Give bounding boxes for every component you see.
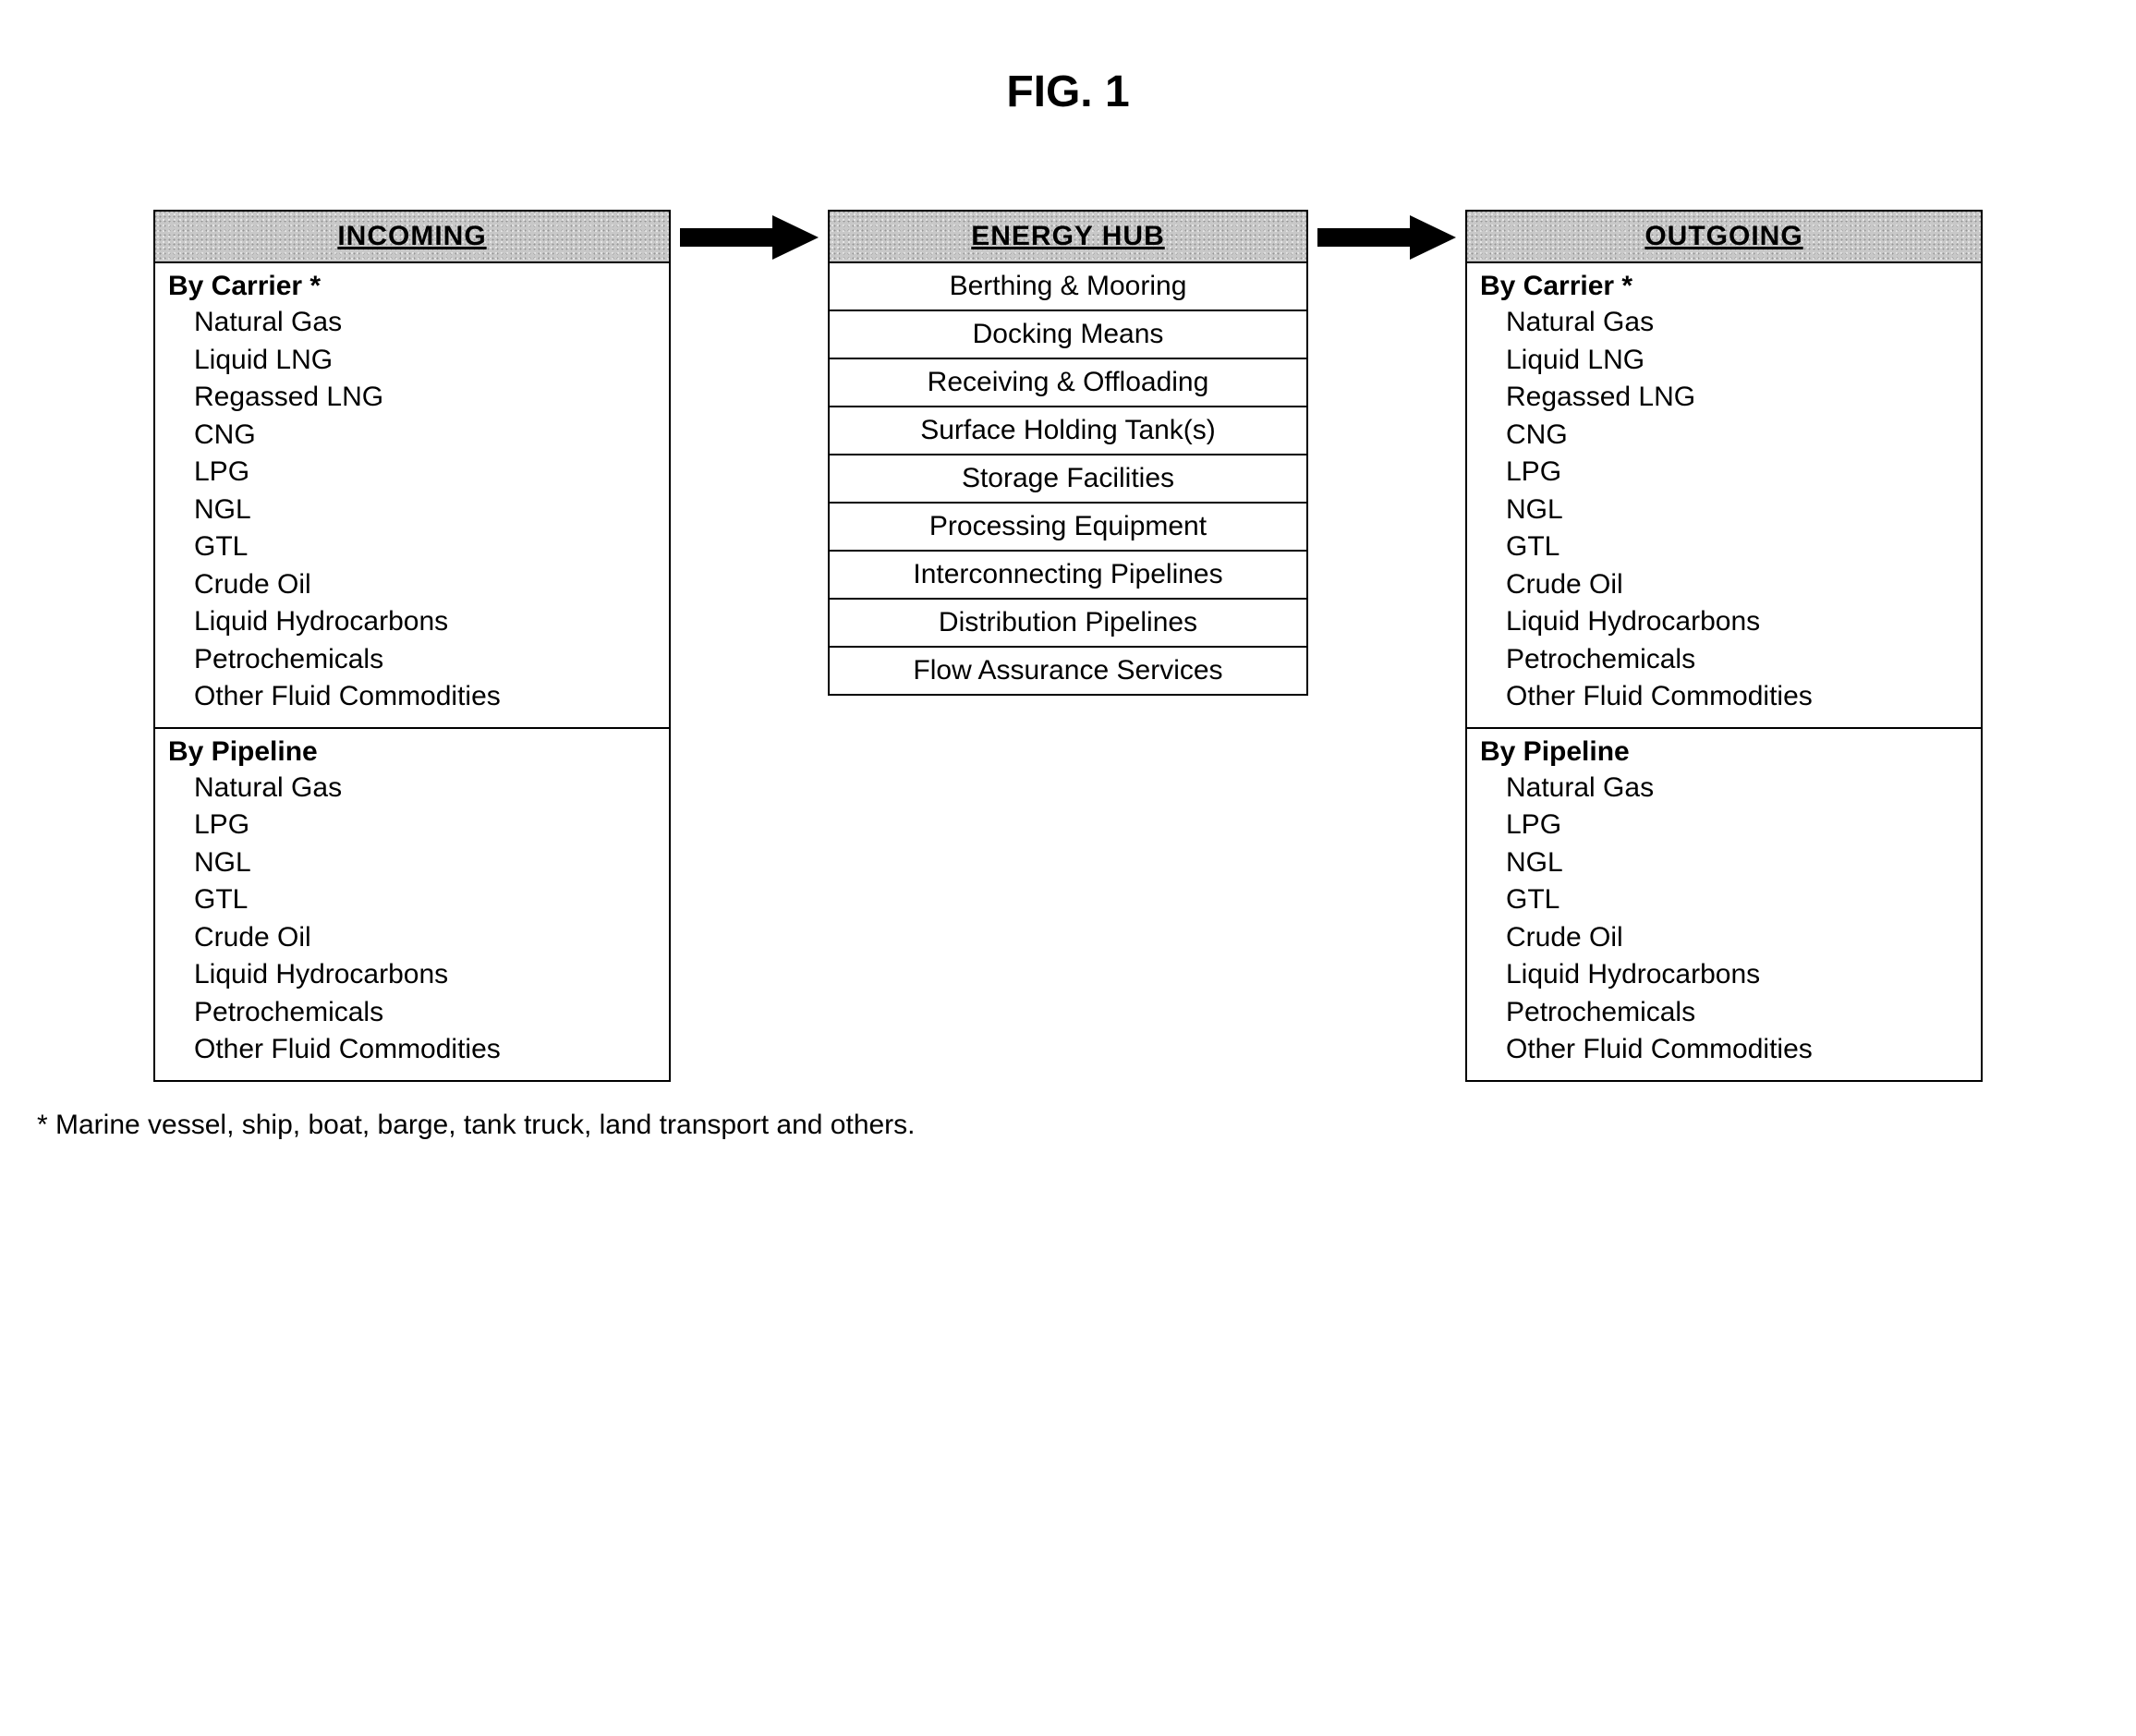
list-item: Liquid Hydrocarbons [194, 603, 656, 641]
list-item: Petrochemicals [194, 994, 656, 1032]
incoming-section: By Carrier *Natural GasLiquid LNGRegasse… [155, 263, 669, 727]
list-item: LPG [1506, 454, 1968, 492]
hub-cell: Berthing & Mooring [830, 263, 1306, 310]
list-item: Liquid Hydrocarbons [194, 956, 656, 994]
list-item: Liquid Hydrocarbons [1506, 603, 1968, 641]
list-item: GTL [194, 881, 656, 919]
hub-header: ENERGY HUB [830, 212, 1306, 263]
figure-title: FIG. 1 [28, 67, 2108, 117]
list-item: NGL [1506, 844, 1968, 882]
list-item: GTL [1506, 528, 1968, 566]
hub-cell: Distribution Pipelines [830, 598, 1306, 646]
arrow-hub-to-outgoing [1308, 210, 1465, 260]
outgoing-item-list: Natural GasLiquid LNGRegassed LNGCNGLPGN… [1480, 304, 1968, 716]
list-item: Natural Gas [1506, 304, 1968, 342]
list-item: Natural Gas [194, 304, 656, 342]
list-item: NGL [194, 492, 656, 529]
list-item: Other Fluid Commodities [194, 1031, 656, 1069]
hub-panel: ENERGY HUB Berthing & MooringDocking Mea… [828, 210, 1308, 696]
incoming-section-title: By Carrier * [168, 271, 656, 302]
list-item: Other Fluid Commodities [1506, 678, 1968, 716]
outgoing-body: By Carrier *Natural GasLiquid LNGRegasse… [1467, 263, 1981, 1080]
arrow-right-icon [680, 215, 819, 260]
list-item: Liquid LNG [1506, 342, 1968, 380]
outgoing-item-list: Natural GasLPGNGLGTLCrude OilLiquid Hydr… [1480, 770, 1968, 1069]
list-item: Liquid Hydrocarbons [1506, 956, 1968, 994]
list-item: GTL [1506, 881, 1968, 919]
hub-cell: Storage Facilities [830, 454, 1306, 502]
incoming-section-title: By Pipeline [168, 736, 656, 768]
hub-body: Berthing & MooringDocking MeansReceiving… [830, 263, 1306, 694]
list-item: Regassed LNG [194, 379, 656, 417]
outgoing-section-title: By Pipeline [1480, 736, 1968, 768]
hub-cell: Docking Means [830, 310, 1306, 358]
incoming-header: INCOMING [155, 212, 669, 263]
list-item: Natural Gas [1506, 770, 1968, 807]
list-item: LPG [194, 807, 656, 844]
outgoing-header: OUTGOING [1467, 212, 1981, 263]
outgoing-panel: OUTGOING By Carrier *Natural GasLiquid L… [1465, 210, 1983, 1082]
list-item: LPG [1506, 807, 1968, 844]
incoming-section: By PipelineNatural GasLPGNGLGTLCrude Oil… [155, 727, 669, 1080]
list-item: LPG [194, 454, 656, 492]
list-item: NGL [1506, 492, 1968, 529]
hub-cell: Surface Holding Tank(s) [830, 406, 1306, 454]
outgoing-section: By Carrier *Natural GasLiquid LNGRegasse… [1467, 263, 1981, 727]
diagram-row: INCOMING By Carrier *Natural GasLiquid L… [28, 210, 2108, 1082]
list-item: Liquid LNG [194, 342, 656, 380]
list-item: Natural Gas [194, 770, 656, 807]
list-item: Other Fluid Commodities [194, 678, 656, 716]
list-item: Crude Oil [194, 919, 656, 957]
list-item: Petrochemicals [194, 641, 656, 679]
list-item: Petrochemicals [1506, 994, 1968, 1032]
outgoing-section-title: By Carrier * [1480, 271, 1968, 302]
incoming-panel: INCOMING By Carrier *Natural GasLiquid L… [153, 210, 671, 1082]
list-item: Regassed LNG [1506, 379, 1968, 417]
list-item: Crude Oil [1506, 566, 1968, 604]
list-item: Crude Oil [194, 566, 656, 604]
incoming-item-list: Natural GasLPGNGLGTLCrude OilLiquid Hydr… [168, 770, 656, 1069]
list-item: CNG [1506, 417, 1968, 455]
outgoing-section: By PipelineNatural GasLPGNGLGTLCrude Oil… [1467, 727, 1981, 1080]
incoming-item-list: Natural GasLiquid LNGRegassed LNGCNGLPGN… [168, 304, 656, 716]
list-item: GTL [194, 528, 656, 566]
list-item: Other Fluid Commodities [1506, 1031, 1968, 1069]
arrow-right-icon [1317, 215, 1456, 260]
list-item: Crude Oil [1506, 919, 1968, 957]
footnote: * Marine vessel, ship, boat, barge, tank… [28, 1110, 2108, 1141]
hub-cell: Interconnecting Pipelines [830, 550, 1306, 598]
hub-cell: Processing Equipment [830, 502, 1306, 550]
list-item: Petrochemicals [1506, 641, 1968, 679]
hub-cell: Flow Assurance Services [830, 646, 1306, 694]
incoming-body: By Carrier *Natural GasLiquid LNGRegasse… [155, 263, 669, 1080]
list-item: NGL [194, 844, 656, 882]
arrow-incoming-to-hub [671, 210, 828, 260]
list-item: CNG [194, 417, 656, 455]
hub-cell: Receiving & Offloading [830, 358, 1306, 406]
